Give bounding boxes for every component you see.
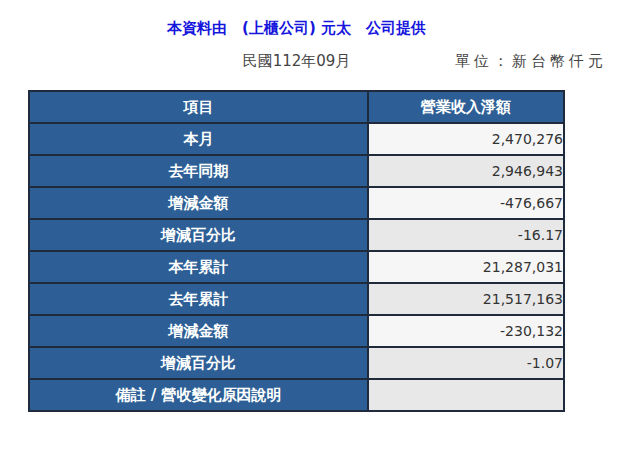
column-header-net-operating-revenue: 營業收入淨額 (368, 91, 564, 123)
row-value: 2,946,943 (368, 155, 564, 187)
row-label: 增減百分比 (29, 347, 368, 379)
currency-unit-label: 單位：新台幣仟元 (455, 52, 607, 71)
row-value: 21,287,031 (368, 251, 564, 283)
row-label: 本月 (29, 123, 368, 155)
table-row: 增減百分比-1.07 (29, 347, 564, 379)
row-label: 本年累計 (29, 251, 368, 283)
row-label: 去年累計 (29, 283, 368, 315)
table-row: 去年同期2,946,943 (29, 155, 564, 187)
table-header-row: 項目 營業收入淨額 (29, 91, 564, 123)
row-label: 增減金額 (29, 315, 368, 347)
table-row: 本月2,470,276 (29, 123, 564, 155)
page-title: 本資料由 (上櫃公司) 元太 公司提供 (28, 19, 565, 38)
row-label: 增減百分比 (29, 219, 368, 251)
column-header-item: 項目 (29, 91, 368, 123)
row-value: 21,517,163 (368, 283, 564, 315)
row-value (368, 379, 564, 411)
table-row: 本年累計21,287,031 (29, 251, 564, 283)
table-body: 本月2,470,276去年同期2,946,943增減金額-476,667增減百分… (29, 123, 564, 411)
table-row: 增減金額-476,667 (29, 187, 564, 219)
row-value: -230,132 (368, 315, 564, 347)
monthly-revenue-report-page: 本資料由 (上櫃公司) 元太 公司提供 民國112年09月 單位：新台幣仟元 項… (0, 0, 640, 450)
row-value: 2,470,276 (368, 123, 564, 155)
table-row: 備註 / 營收變化原因說明 (29, 379, 564, 411)
row-value: -1.07 (368, 347, 564, 379)
table-row: 增減百分比-16.17 (29, 219, 564, 251)
row-label: 去年同期 (29, 155, 368, 187)
table-row: 增減金額-230,132 (29, 315, 564, 347)
table-row: 去年累計21,517,163 (29, 283, 564, 315)
row-label: 增減金額 (29, 187, 368, 219)
revenue-table: 項目 營業收入淨額 本月2,470,276去年同期2,946,943增減金額-4… (28, 90, 565, 412)
row-value: -476,667 (368, 187, 564, 219)
row-value: -16.17 (368, 219, 564, 251)
row-label: 備註 / 營收變化原因說明 (29, 379, 368, 411)
